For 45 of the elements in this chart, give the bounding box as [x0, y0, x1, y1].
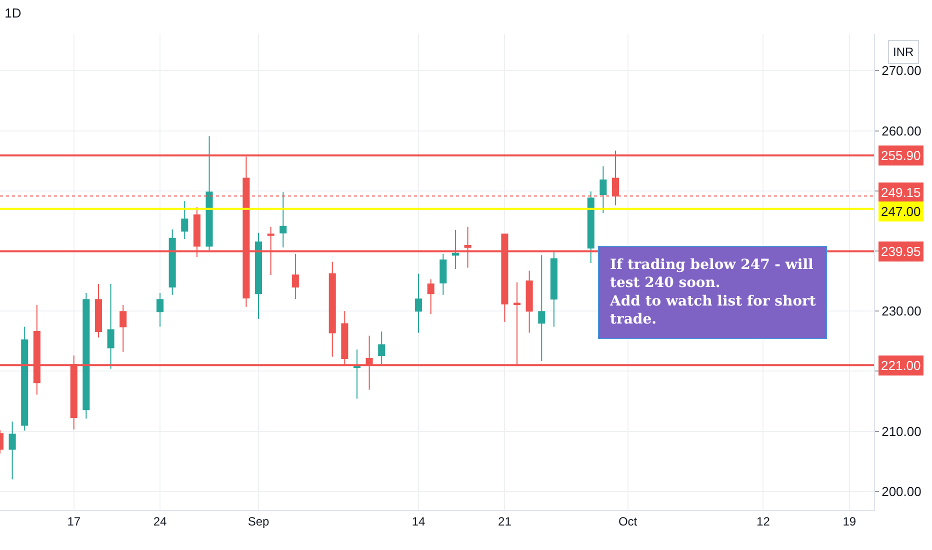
candlestick — [440, 253, 447, 296]
x-tick-label: 21 — [498, 514, 512, 528]
x-tick-label: 12 — [756, 514, 770, 528]
chart-title: 1D — [4, 5, 22, 20]
x-tick-label: 17 — [67, 514, 81, 528]
y-tick-label: 210.00 — [882, 424, 922, 439]
y-tick-label: 230.00 — [882, 304, 922, 319]
candlestick — [156, 292, 164, 328]
y-tick-label: 270.00 — [882, 63, 922, 78]
candlestick — [378, 331, 386, 364]
candlestick — [168, 228, 176, 296]
y-tick-label: 200.00 — [882, 484, 922, 499]
ref-line-label: 249.15 — [881, 185, 921, 200]
ref-line-label: 239.95 — [881, 244, 921, 259]
x-tick-label: 19 — [842, 514, 856, 528]
candlestick — [107, 284, 114, 370]
x-tick-label: Oct — [618, 514, 638, 528]
text: INR — [893, 45, 914, 59]
ref-line-label: 221.00 — [881, 358, 921, 373]
y-tick-label: 260.00 — [882, 123, 922, 138]
x-tick-label: 24 — [153, 514, 168, 528]
candlestick — [587, 190, 594, 264]
ref-line-label: 247.00 — [881, 204, 921, 219]
candlestick — [181, 200, 188, 240]
candlestick — [600, 166, 607, 214]
x-tick-label: Sep — [248, 514, 270, 528]
candlestick — [21, 326, 28, 432]
annotation: If trading below 247 - will test 240 soon. Add to watch list for short trade. — [609, 257, 816, 328]
candlestick — [8, 421, 16, 480]
candlestick — [280, 192, 287, 248]
candlestick — [353, 349, 360, 400]
candlestick — [538, 254, 546, 362]
candlestick — [82, 292, 90, 420]
candlestick — [427, 278, 434, 315]
candlestick — [526, 270, 533, 334]
x-tick-label: 14 — [412, 514, 426, 528]
candlestick — [120, 304, 127, 352]
candlestick — [328, 261, 336, 358]
candlestick — [254, 232, 262, 320]
candlestick — [550, 252, 558, 328]
ref-line-label: 255.90 — [881, 148, 921, 163]
candlestick — [452, 229, 459, 270]
candlestick — [206, 136, 213, 251]
candlestick — [94, 284, 102, 338]
candlestick — [415, 273, 422, 334]
